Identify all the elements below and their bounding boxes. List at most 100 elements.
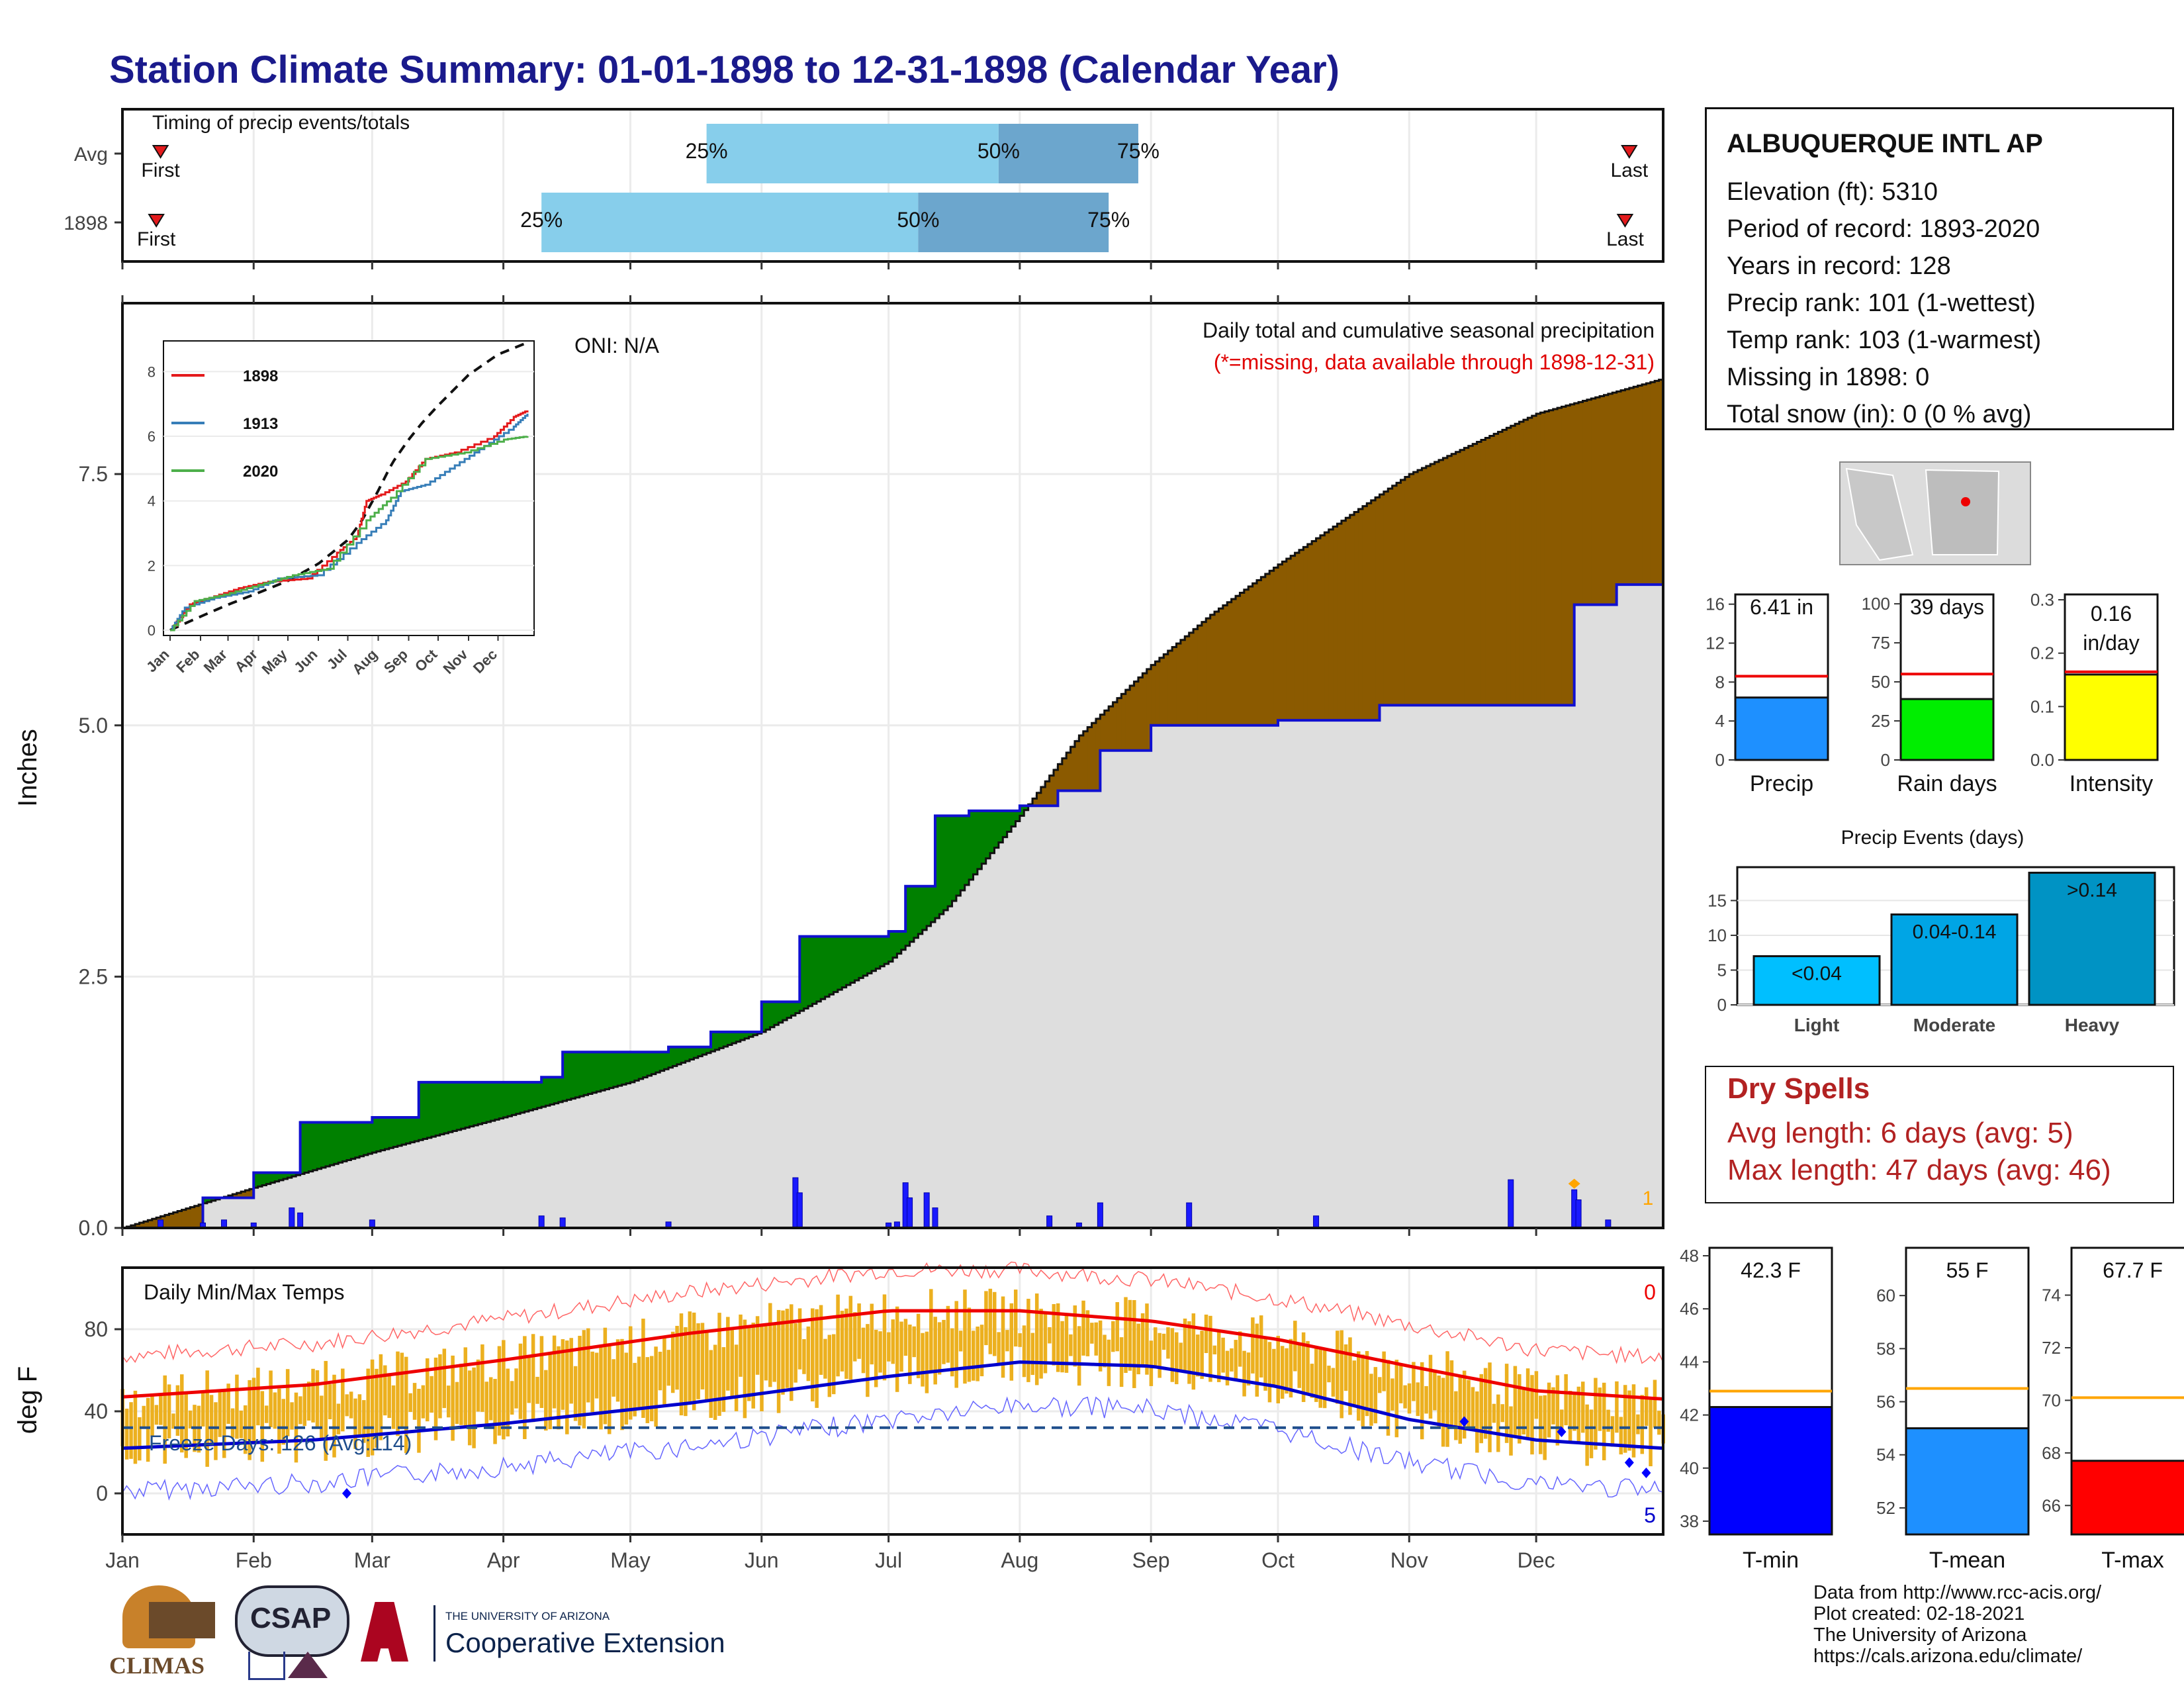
daily-temp-bar [298, 1396, 302, 1425]
daily-temp-bar [345, 1394, 349, 1417]
daily-temp-bar [709, 1350, 713, 1418]
surplus-fill [837, 936, 842, 990]
daily-temp-bar [954, 1301, 958, 1388]
daily-temp-bar [124, 1408, 129, 1460]
daily-temp-bar [866, 1324, 870, 1397]
temp-y-axis-label: deg F [13, 1366, 42, 1434]
surplus-fill [520, 1082, 525, 1113]
deficit-fill [169, 1213, 174, 1228]
daily-temp-bar [997, 1332, 1001, 1366]
temp-bar-tick: 74 [2042, 1286, 2061, 1305]
surplus-fill [977, 810, 982, 869]
daily-temp-bar [146, 1397, 150, 1462]
daily-temp-bar [717, 1313, 721, 1416]
daily-temp-bar [870, 1303, 874, 1365]
deficit-fill [1633, 387, 1639, 585]
deficit-fill [1519, 422, 1524, 706]
station-detail-line: Temp rank: 103 (1-warmest) [1727, 326, 2042, 354]
daily-temp-bar [523, 1336, 527, 1440]
daily-temp-bar [1504, 1364, 1509, 1443]
mini-bar-value [1899, 698, 1995, 761]
surplus-fill [600, 1052, 606, 1091]
daily-temp-bar [1128, 1299, 1132, 1371]
daily-temp-bar [1386, 1360, 1390, 1436]
precip-y-axis-label: Inches [13, 729, 42, 807]
surplus-fill [596, 1052, 602, 1092]
surplus-fill [533, 1082, 538, 1109]
daily-temp-bar [1060, 1321, 1064, 1373]
timing-bar-25-50 [706, 124, 999, 183]
inset-y-tick: 0 [148, 622, 156, 639]
daily-temp-bar [684, 1327, 688, 1417]
deficit-fill [1333, 526, 1338, 721]
surplus-fill [630, 1052, 635, 1082]
station-detail-line: Period of record: 1893-2020 [1727, 215, 2040, 243]
surplus-fill [651, 1052, 657, 1074]
deficit-fill [1396, 483, 1402, 706]
daily-temp-bar [1048, 1327, 1052, 1344]
surplus-fill [588, 1052, 593, 1094]
daily-temp-bar [150, 1396, 154, 1437]
daily-precip-bar [923, 1192, 930, 1229]
daily-temp-bar [1416, 1382, 1420, 1417]
missing-marker-icon [1568, 1178, 1580, 1189]
climas-logo: CLIMAS [109, 1585, 218, 1685]
mini-bar-value [1734, 696, 1829, 761]
mini-bar-label: Rain days [1897, 771, 1997, 796]
daily-temp-bar [497, 1346, 502, 1436]
deficit-fill [1040, 787, 1046, 806]
surplus-fill [304, 1122, 310, 1173]
daily-temp-bar [201, 1391, 205, 1427]
map-state-arizona [1845, 467, 1914, 561]
daily-temp-bar [1280, 1346, 1285, 1399]
deficit-fill [173, 1212, 178, 1228]
surplus-fill [964, 816, 970, 885]
daily-temp-bar [1475, 1391, 1479, 1453]
daily-temp-bar [734, 1344, 739, 1411]
surplus-fill [867, 936, 872, 974]
daily-temp-bar [819, 1305, 823, 1375]
deficit-fill [1388, 489, 1393, 706]
daily-temp-bar [1052, 1304, 1056, 1366]
daily-temp-bar [988, 1288, 993, 1354]
timing-row-label: 1898 [64, 212, 108, 234]
daily-temp-bar [1403, 1385, 1407, 1409]
deficit-fill [1570, 404, 1575, 706]
daily-temp-bar [277, 1388, 281, 1454]
deficit-fill [1464, 447, 1469, 706]
temp-bar-label: T-max [2101, 1548, 2163, 1573]
daily-precip-bar [796, 1192, 803, 1229]
daily-temp-bar [502, 1340, 506, 1440]
daily-temp-bar [1208, 1315, 1212, 1382]
timing-row-label: Avg [74, 144, 108, 165]
surplus-fill [893, 931, 897, 958]
month-tick-label: Jan [105, 1548, 140, 1572]
temp-bar-tick: 66 [2042, 1495, 2061, 1515]
surplus-fill [672, 1047, 678, 1066]
daily-temp-bar [1458, 1376, 1463, 1444]
surplus-fill [1024, 806, 1029, 810]
daily-temp-bar [1547, 1382, 1551, 1438]
month-tick-label: Nov [1390, 1548, 1428, 1572]
daily-temp-bar [463, 1347, 468, 1429]
daily-temp-bar [1069, 1334, 1073, 1356]
deficit-fill [1455, 451, 1461, 706]
daily-temp-bar [1483, 1368, 1488, 1439]
daily-temp-bar [544, 1370, 548, 1431]
daily-temp-bar [484, 1382, 489, 1427]
mini-bar-value-label: 6.41 in [1750, 595, 1813, 619]
surplus-fill [880, 936, 885, 966]
surplus-fill [981, 810, 987, 864]
surplus-fill [927, 886, 932, 926]
daily-temp-bar [578, 1335, 582, 1426]
surplus-fill [567, 1052, 572, 1100]
surplus-fill [833, 936, 839, 992]
daily-temp-bar [979, 1325, 984, 1377]
daily-temp-bar [658, 1351, 662, 1391]
daily-temp-bar [972, 1331, 976, 1381]
surplus-fill [355, 1122, 360, 1158]
daily-temp-bar [362, 1400, 366, 1443]
daily-temp-bar [400, 1352, 404, 1429]
daily-temp-bar [1094, 1322, 1098, 1356]
daily-precip-bar [1575, 1199, 1582, 1229]
